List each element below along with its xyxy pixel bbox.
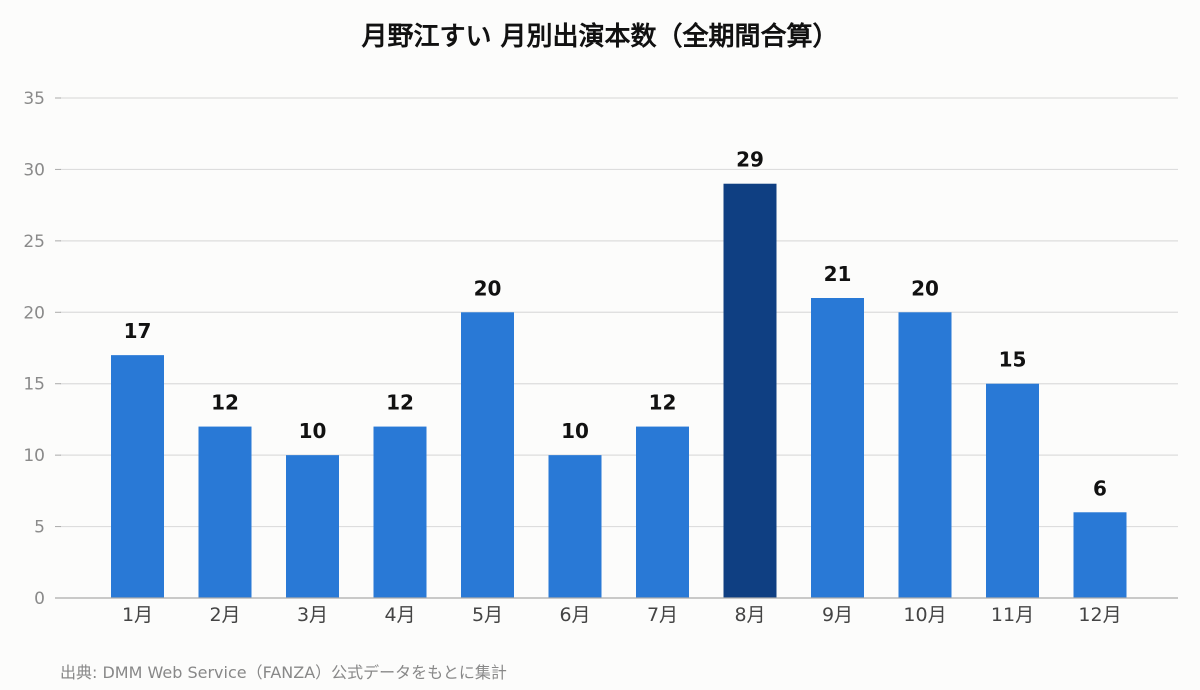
bar xyxy=(1073,512,1127,598)
y-tick-label: 5 xyxy=(34,518,45,538)
bar xyxy=(636,426,689,598)
bar xyxy=(811,298,864,598)
bar xyxy=(198,426,252,598)
y-tick-label: 15 xyxy=(23,375,45,395)
x-tick-label: 3月 xyxy=(297,604,328,626)
x-tick-label: 12月 xyxy=(1078,604,1121,626)
x-tick-label: 5月 xyxy=(472,604,503,626)
x-tick-label: 9月 xyxy=(822,604,853,626)
bar xyxy=(373,426,427,598)
bar xyxy=(461,312,514,598)
x-tick-label: 11月 xyxy=(991,604,1034,626)
bar xyxy=(723,183,777,598)
data-label: 12 xyxy=(386,391,414,415)
data-label: 12 xyxy=(649,391,677,415)
data-label: 10 xyxy=(561,419,589,443)
data-label: 20 xyxy=(911,276,939,300)
data-label: 21 xyxy=(824,262,852,286)
bar xyxy=(286,455,339,598)
y-tick-label: 10 xyxy=(23,446,45,466)
chart-title: 月野江すい 月別出演本数（全期間合算） xyxy=(361,22,839,52)
bars xyxy=(111,183,1127,598)
data-label: 10 xyxy=(299,419,327,443)
data-label: 29 xyxy=(736,148,764,172)
x-tick-label: 8月 xyxy=(734,604,765,626)
data-label: 6 xyxy=(1093,476,1107,500)
source-note: 出典: DMM Web Service（FANZA）公式データをもとに集計 xyxy=(60,663,507,682)
bar xyxy=(898,312,952,598)
data-label: 12 xyxy=(211,391,239,415)
x-axis-labels: 1月 2月 3月 4月 5月 6月 7月 8月 9月 10月 11月 12月 xyxy=(122,604,1122,626)
x-tick-label: 10月 xyxy=(903,604,946,626)
x-tick-label: 2月 xyxy=(209,604,240,626)
x-tick-label: 6月 xyxy=(559,604,590,626)
x-tick-label: 1月 xyxy=(122,604,153,626)
x-tick-label: 7月 xyxy=(647,604,678,626)
data-label: 17 xyxy=(124,319,152,343)
x-tick-label: 4月 xyxy=(384,604,415,626)
y-tick-label: 0 xyxy=(34,589,45,609)
data-label: 20 xyxy=(474,276,502,300)
y-tick-label: 20 xyxy=(23,303,45,323)
y-tick-label: 25 xyxy=(23,232,45,252)
bar xyxy=(111,355,164,598)
y-tick-label: 35 xyxy=(23,89,45,109)
bar xyxy=(548,455,602,598)
y-axis-ticks: 0 5 10 15 20 25 30 35 xyxy=(23,89,61,609)
y-tick-label: 30 xyxy=(23,160,45,180)
bar xyxy=(986,383,1039,598)
data-labels: 17 12 10 12 20 10 12 29 21 20 15 6 xyxy=(124,148,1107,501)
data-label: 15 xyxy=(999,348,1027,372)
